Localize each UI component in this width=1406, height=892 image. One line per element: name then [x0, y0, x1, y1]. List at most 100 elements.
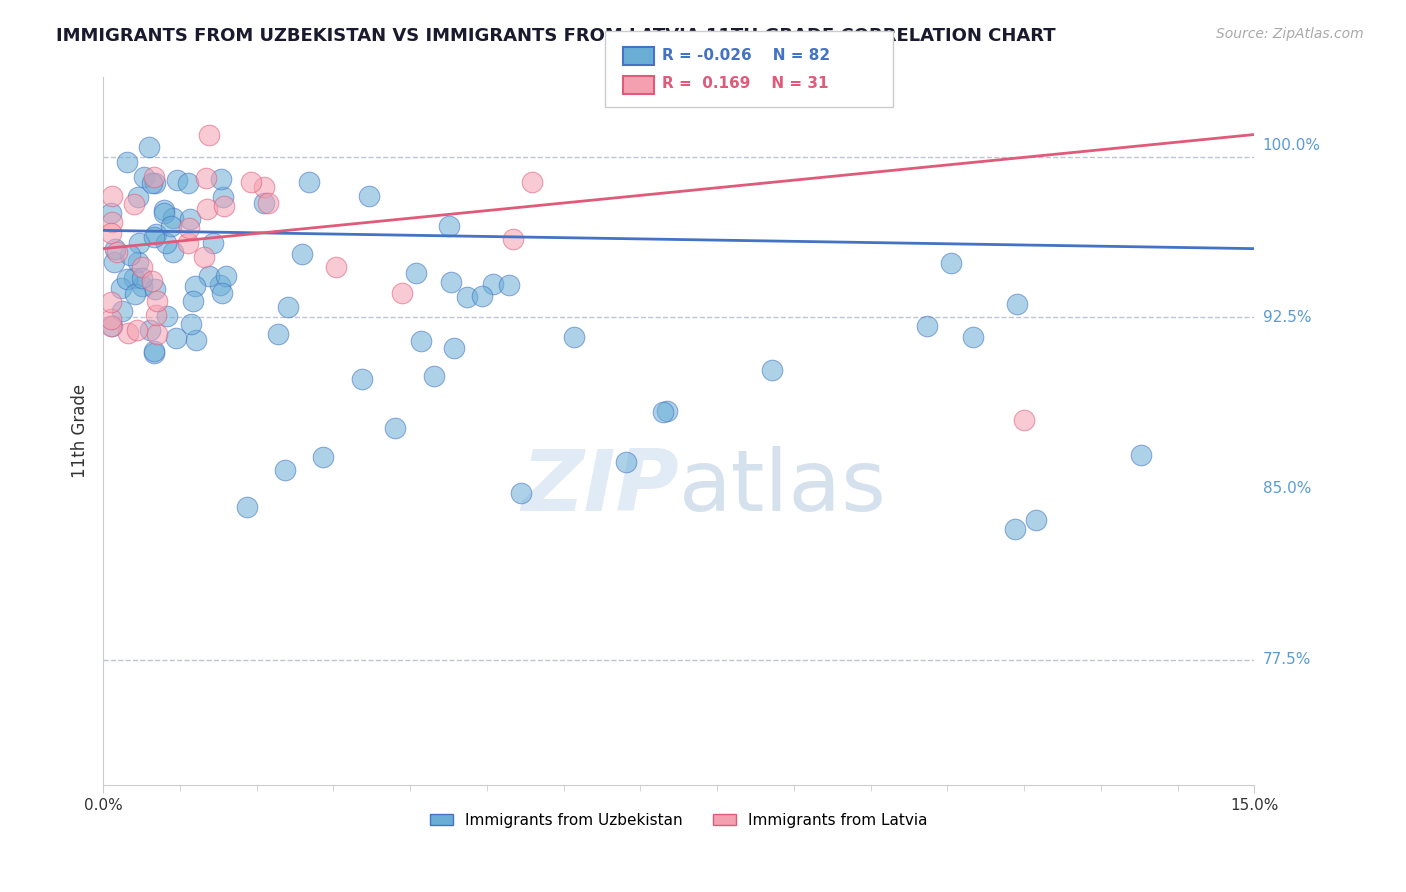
Point [155, 235, 177, 250]
Point [405, 266, 427, 280]
Point [201, 235, 224, 250]
Point [212, 199, 235, 213]
Point [117, 326, 139, 341]
Point [652, 405, 675, 419]
Point [177, 235, 200, 250]
Point [562, 330, 585, 344]
Point [110, 281, 132, 295]
Point [312, 450, 335, 465]
Point [145, 308, 167, 322]
Point [209, 172, 232, 186]
Point [122, 271, 145, 285]
Point [131, 278, 153, 293]
Point [127, 255, 149, 269]
Point [941, 256, 963, 270]
Point [100, 215, 122, 229]
Point [482, 277, 505, 291]
Point [177, 176, 200, 190]
Point [440, 275, 463, 289]
Point [145, 176, 167, 190]
Point [520, 175, 543, 189]
Point [177, 221, 200, 235]
Point [166, 173, 188, 187]
Point [274, 462, 297, 476]
Point [198, 269, 221, 284]
Point [257, 196, 280, 211]
Point [143, 230, 166, 244]
Point [194, 171, 217, 186]
Point [104, 242, 127, 256]
Text: R =  0.169    N = 31: R = 0.169 N = 31 [662, 77, 828, 91]
Text: 100.0%: 100.0% [1263, 138, 1320, 153]
Point [1130, 449, 1153, 463]
Point [131, 260, 153, 275]
Point [352, 371, 374, 385]
Point [105, 245, 128, 260]
Point [443, 341, 465, 355]
Point [253, 180, 276, 194]
Point [143, 343, 166, 358]
Point [142, 346, 165, 360]
Point [761, 362, 783, 376]
Point [145, 227, 167, 241]
Point [915, 319, 938, 334]
Text: IMMIGRANTS FROM UZBEKISTAN VS IMMIGRANTS FROM LATVIA 11TH GRADE CORRELATION CHAR: IMMIGRANTS FROM UZBEKISTAN VS IMMIGRANTS… [56, 27, 1056, 45]
Point [657, 404, 679, 418]
Point [156, 309, 179, 323]
Text: 77.5%: 77.5% [1263, 652, 1310, 667]
Text: 92.5%: 92.5% [1263, 310, 1312, 325]
Point [179, 212, 201, 227]
Point [115, 155, 138, 169]
Point [498, 278, 520, 293]
Point [143, 282, 166, 296]
Point [291, 247, 314, 261]
Point [103, 255, 125, 269]
Point [180, 317, 202, 331]
Point [253, 196, 276, 211]
Point [357, 189, 380, 203]
Point [138, 140, 160, 154]
Point [128, 235, 150, 250]
Point [162, 211, 184, 226]
Point [1004, 522, 1026, 536]
Point [325, 260, 347, 274]
Point [1025, 513, 1047, 527]
Point [115, 272, 138, 286]
Point [162, 244, 184, 259]
Point [100, 319, 122, 334]
Point [100, 206, 122, 220]
Text: atlas: atlas [679, 446, 887, 529]
Point [614, 455, 637, 469]
Point [439, 219, 461, 234]
Point [211, 285, 233, 300]
Point [384, 420, 406, 434]
Point [184, 279, 207, 293]
Point [1012, 413, 1035, 427]
Point [134, 170, 156, 185]
Point [423, 369, 446, 384]
Point [127, 190, 149, 204]
Point [209, 278, 232, 293]
Point [409, 334, 432, 348]
Point [509, 485, 531, 500]
Point [131, 271, 153, 285]
Point [159, 219, 181, 234]
Point [124, 197, 146, 211]
Point [111, 303, 134, 318]
Point [195, 202, 218, 217]
Legend: Immigrants from Uzbekistan, Immigrants from Latvia: Immigrants from Uzbekistan, Immigrants f… [423, 807, 934, 834]
Point [236, 500, 259, 514]
Point [146, 326, 169, 341]
Point [1007, 296, 1029, 310]
Point [141, 274, 163, 288]
Point [100, 311, 122, 326]
Text: ZIP: ZIP [522, 446, 679, 529]
Point [124, 287, 146, 301]
Point [141, 176, 163, 190]
Text: Source: ZipAtlas.com: Source: ZipAtlas.com [1216, 27, 1364, 41]
Point [239, 175, 262, 189]
Point [277, 300, 299, 314]
Point [100, 227, 122, 241]
Point [298, 175, 321, 189]
Point [139, 323, 162, 337]
